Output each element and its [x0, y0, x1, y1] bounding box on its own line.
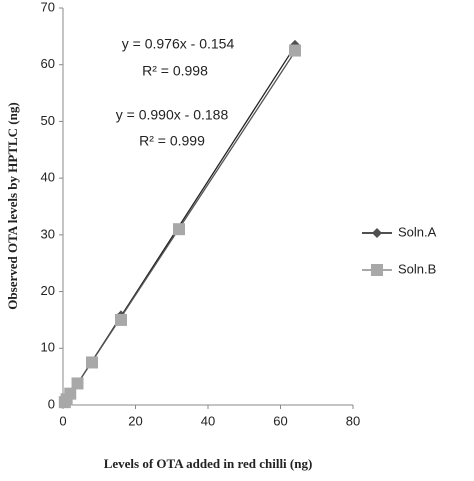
legend-label: Soln.B	[398, 261, 436, 276]
y-tick-label: 10	[41, 340, 55, 355]
y-tick-label: 40	[41, 170, 55, 185]
x-tick-label: 40	[201, 413, 215, 428]
legend-marker	[371, 264, 383, 276]
x-tick-label: 20	[128, 413, 142, 428]
equation: y = 0.990x - 0.188	[116, 107, 229, 123]
legend-marker	[372, 228, 382, 238]
point	[289, 44, 301, 57]
y-tick-label: 30	[41, 226, 55, 241]
legend-label: Soln.A	[398, 224, 437, 239]
x-tick-label: 60	[273, 413, 287, 428]
r-squared: R² = 0.999	[139, 133, 205, 149]
y-tick-label: 50	[41, 113, 55, 128]
point	[173, 223, 185, 236]
y-tick-label: 70	[41, 0, 55, 14]
y-tick-label: 20	[41, 283, 55, 298]
point	[115, 313, 127, 326]
point	[64, 387, 77, 400]
x-tick-label: 0	[59, 413, 66, 428]
x-axis-title: Levels of OTA added in red chilli (ng)	[104, 456, 313, 471]
y-tick-label: 60	[41, 56, 55, 71]
y-tick-label: 0	[48, 396, 55, 411]
y-axis-title: Observed OTA levels by HPTLC (ng)	[5, 102, 20, 309]
r-squared: R² = 0.998	[142, 63, 208, 79]
point	[71, 377, 84, 390]
point	[86, 356, 98, 369]
x-tick-label: 80	[346, 413, 360, 428]
equation: y = 0.976x - 0.154	[122, 36, 235, 52]
